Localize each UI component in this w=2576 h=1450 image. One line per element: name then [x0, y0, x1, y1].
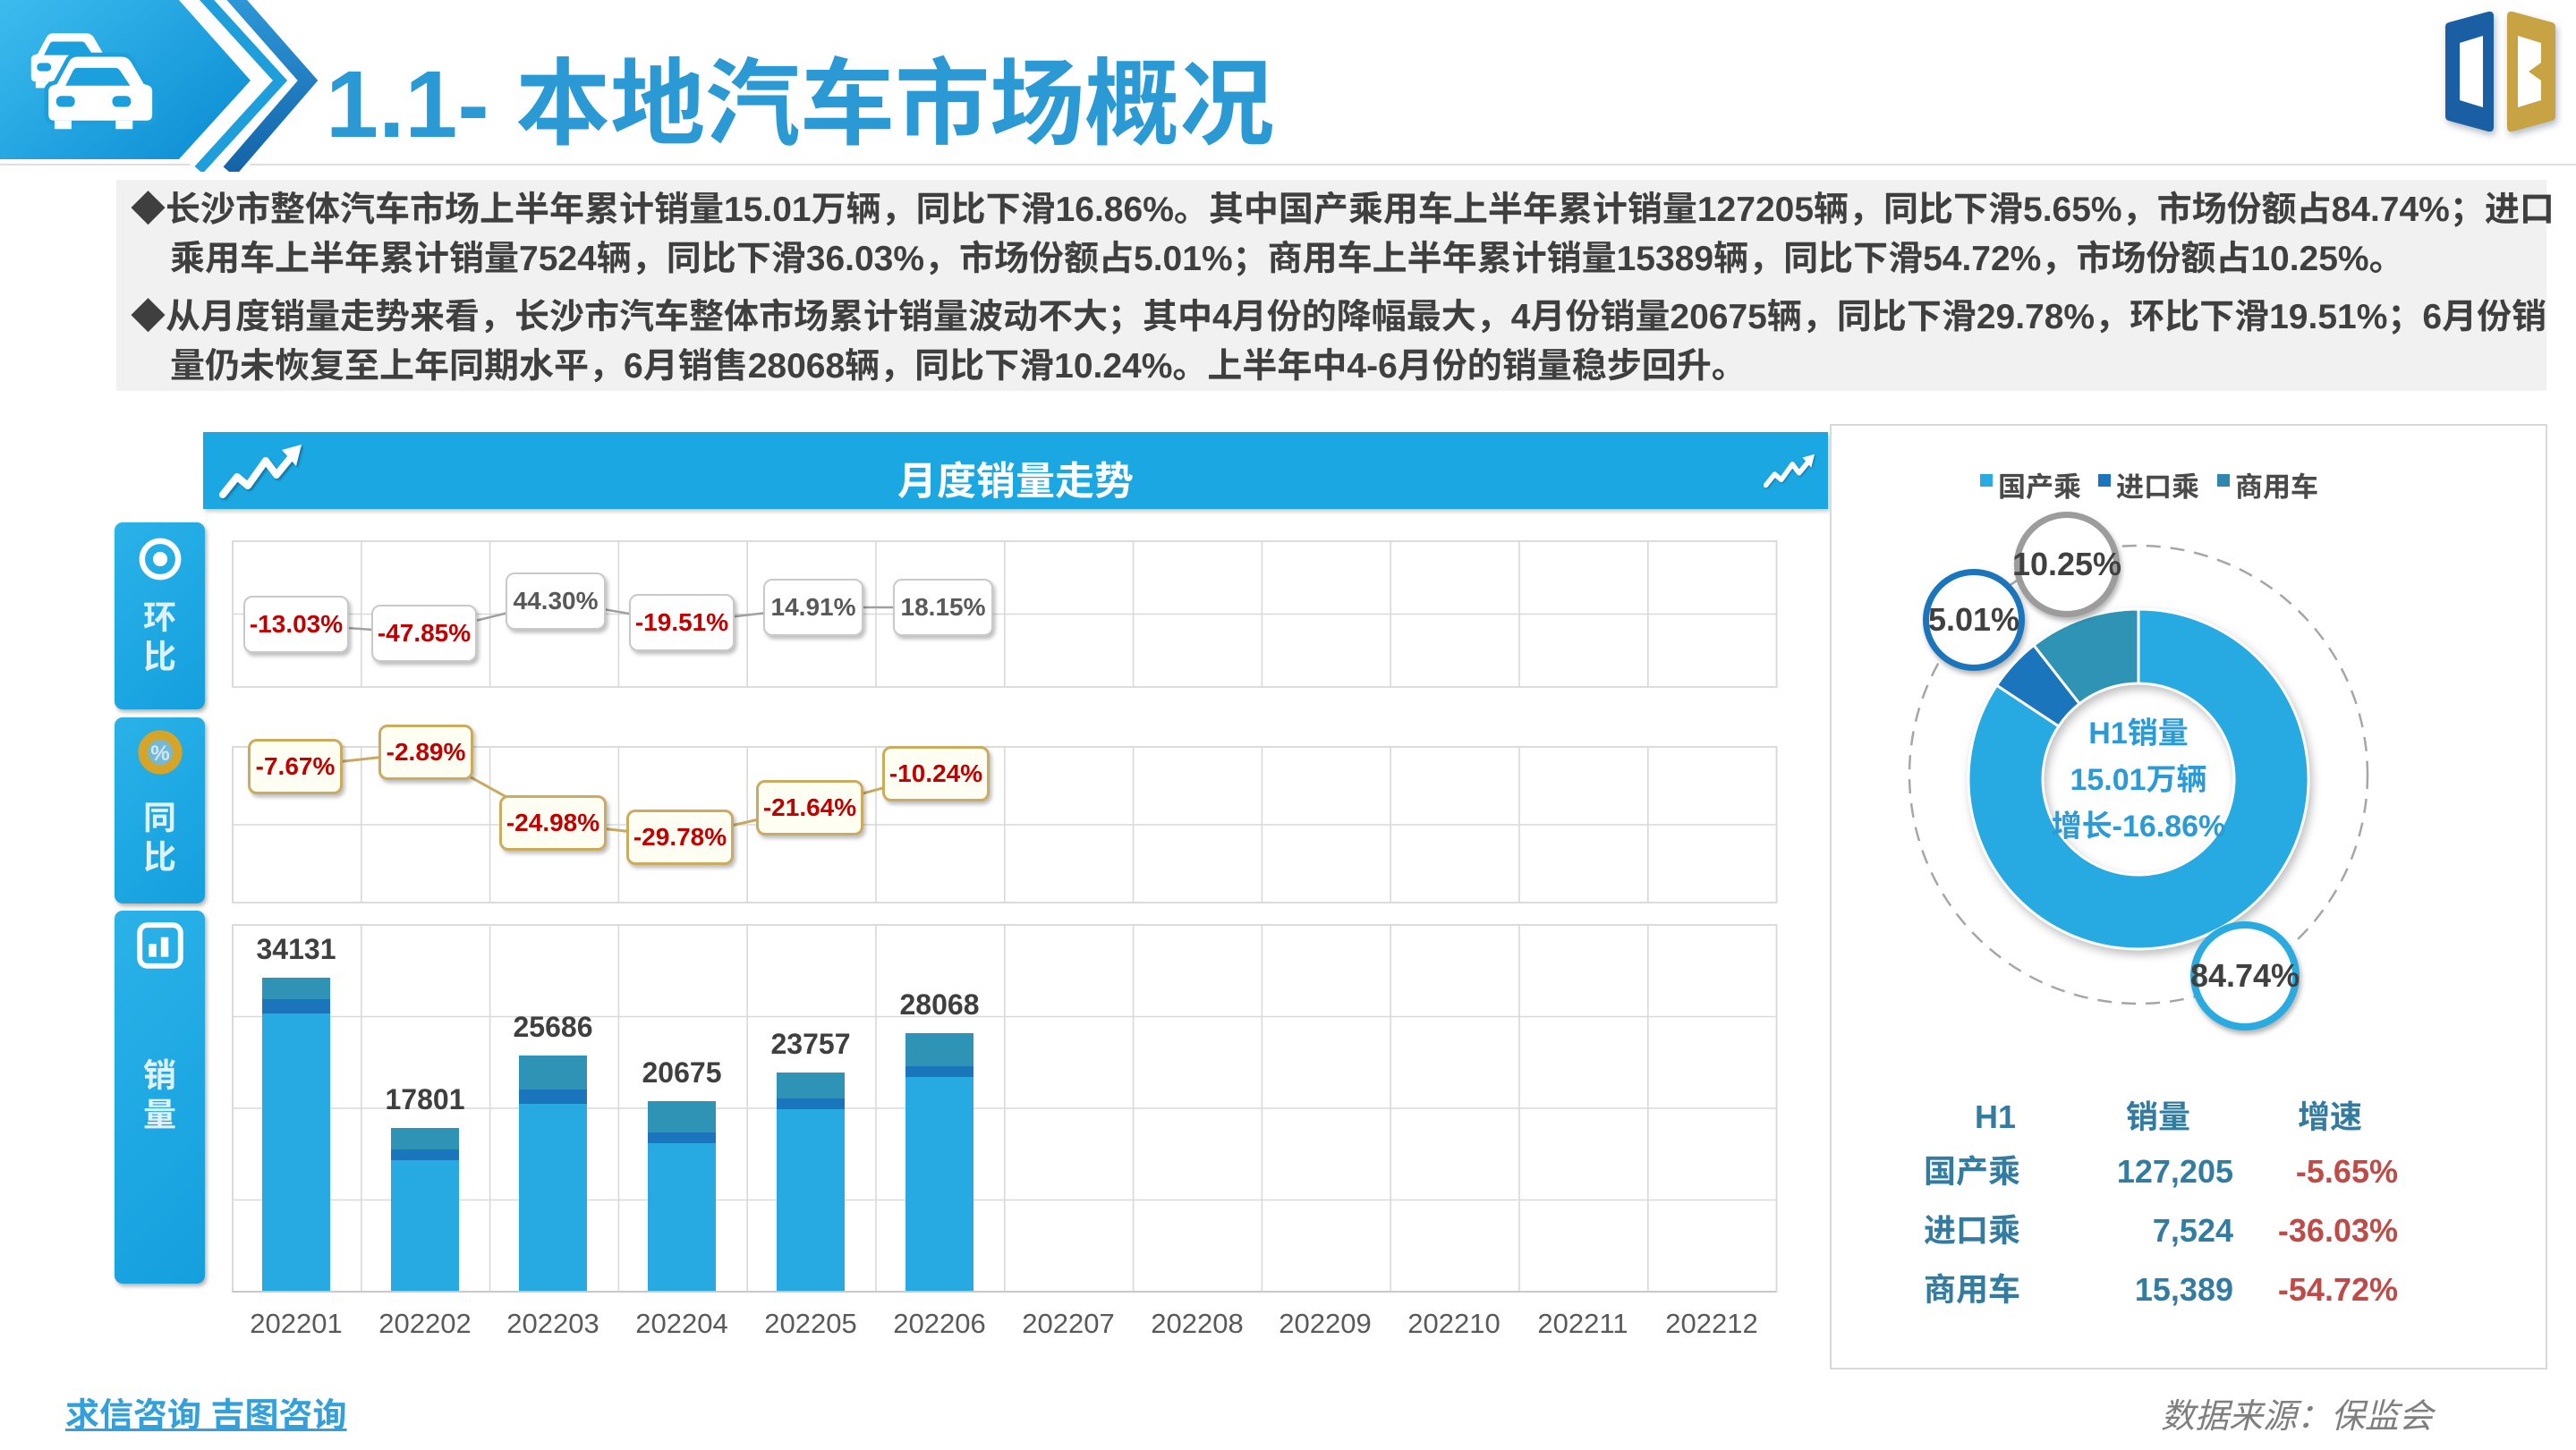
svg-text:%: % — [150, 742, 170, 766]
